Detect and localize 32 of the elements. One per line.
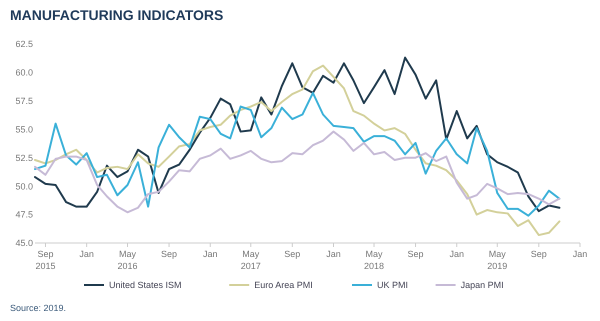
x-tick-label: Sep <box>530 249 547 259</box>
x-tick-label: May 2018 <box>364 249 384 271</box>
x-tick-label: Jan <box>202 249 218 259</box>
y-tick-label: 45.0 <box>15 238 33 248</box>
y-tick-label: 57.5 <box>15 96 33 106</box>
x-tick-label: Sep <box>284 249 300 259</box>
x-tick-label: May 2017 <box>240 249 261 271</box>
y-tick-label: 62.5 <box>15 39 33 50</box>
legend-label: United States ISM <box>109 280 182 290</box>
source-note: Source: 2019. <box>10 303 66 313</box>
y-tick-label: 60.0 <box>15 68 33 78</box>
x-tick-label: Jan <box>449 249 464 259</box>
legend-label: Euro Area PMI <box>254 280 313 290</box>
x-tick-label: May 2016 <box>118 249 138 271</box>
legend-label: UK PMI <box>377 280 408 290</box>
x-tick-label: Sep <box>408 249 424 259</box>
y-tick-label: 47.5 <box>15 210 33 220</box>
line-series <box>34 92 560 217</box>
line-series <box>34 64 560 236</box>
x-tick-label: Jan <box>79 249 94 259</box>
x-tick-label: Sep <box>161 249 178 259</box>
x-tick-label: Sep 2015 <box>35 249 56 271</box>
y-tick-label: 50.0 <box>15 181 33 192</box>
x-tick-label: Jan <box>326 249 341 259</box>
y-tick-label: 52.5 <box>15 152 33 163</box>
legend-label: Japan PMI <box>460 280 504 290</box>
line-series <box>34 56 560 212</box>
line-series <box>34 130 560 214</box>
y-tick-label: 55.0 <box>15 124 33 134</box>
x-tick-label: Jan <box>572 249 588 259</box>
chart-title: MANUFACTURING INDICATORS <box>10 7 224 23</box>
x-tick-label: May 2019 <box>487 249 508 271</box>
